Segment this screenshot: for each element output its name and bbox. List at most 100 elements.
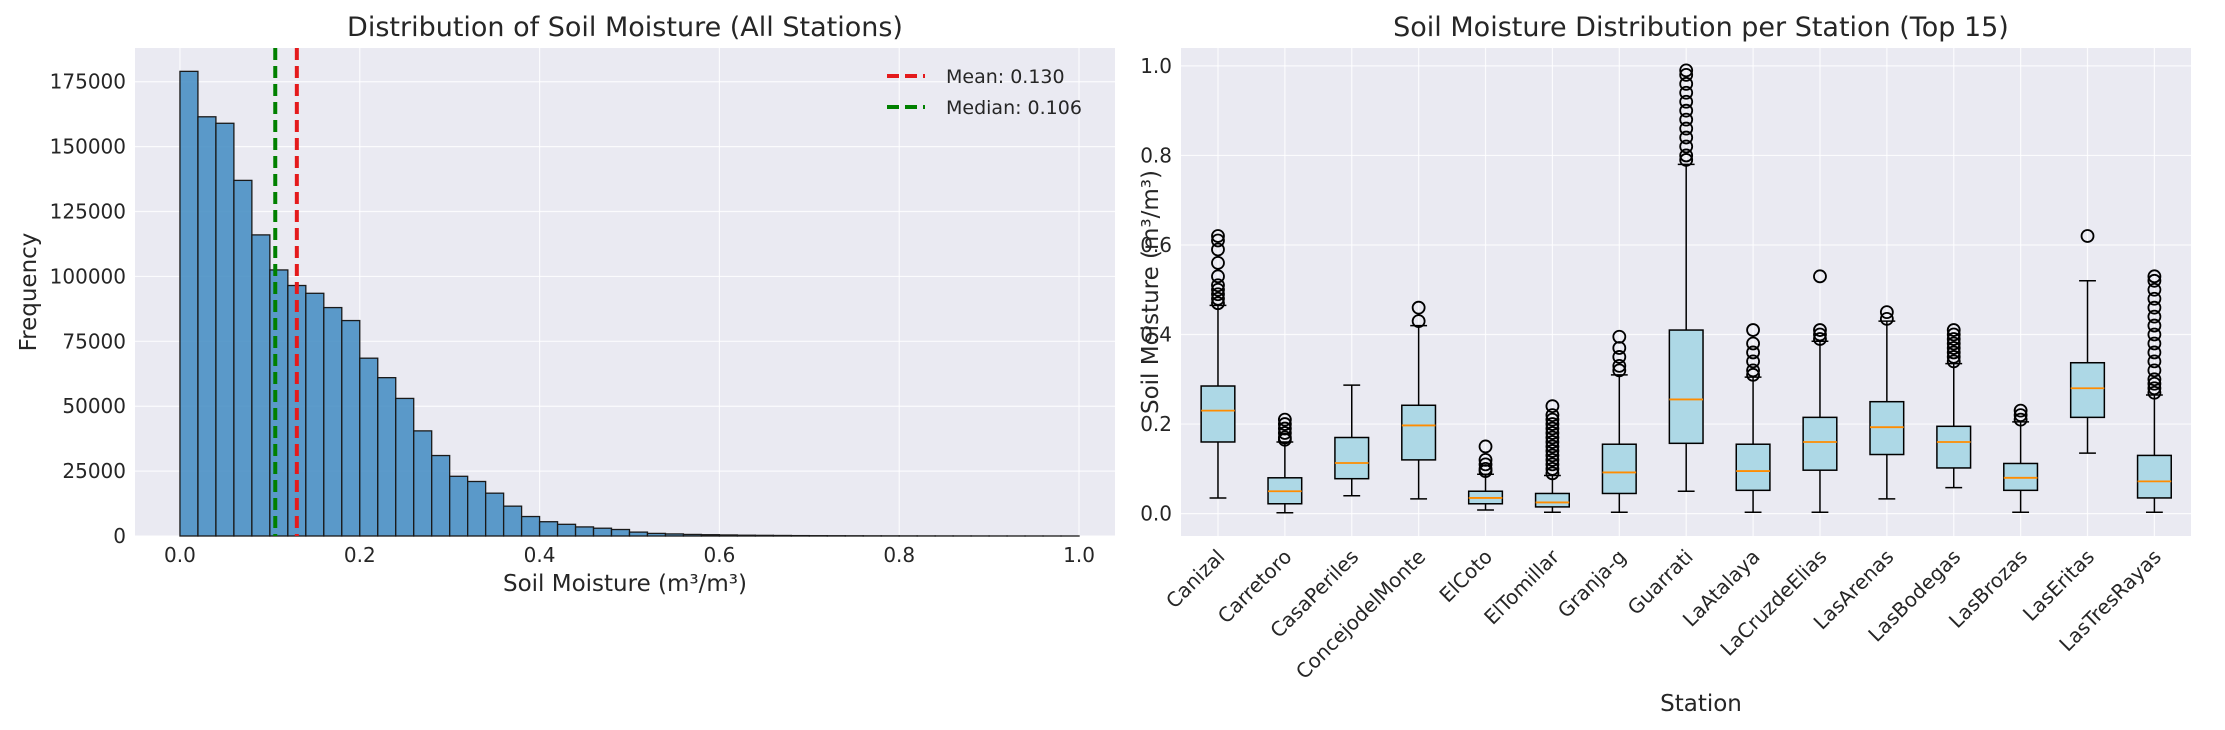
boxplot-outlier [1813,323,1827,337]
boxplot-outlier [1746,363,1760,378]
boxplot-y-tick-label: 0.0 [1140,502,1172,526]
boxplot-outlier [2147,336,2162,351]
boxplot-outlier [1679,103,1694,118]
boxplot-outlier [1679,76,1694,91]
histogram-x-tick-label: 0.6 [703,543,735,567]
boxplot-outlier [2147,376,2162,391]
boxplot-boxes [1200,63,2172,514]
boxplot-y-tick-label: 1.0 [1140,54,1172,78]
boxplot-box [1668,329,1704,445]
boxplot-outlier [1679,148,1694,163]
boxplot-box [1200,385,1236,443]
histogram-bar [610,528,631,537]
boxplot-box [1534,492,1570,508]
histogram-bar [413,430,433,537]
histogram-bar [251,234,271,537]
boxplot-station-LasEritas [2069,229,2106,454]
boxplot-outlier [1211,255,1225,270]
boxplot-outlier [2147,327,2162,342]
legend-mean-label: Mean: 0.130 [946,66,1065,88]
histogram-bar [718,534,739,537]
boxplot-outlier [1946,354,1961,369]
boxplot-outlier [1277,426,1292,440]
histogram-bar [233,179,253,537]
histogram-x-tick-label: 0.0 [164,543,196,567]
histogram-x-ticks: 0.0 0.2 0.4 0.6 0.8 1.0 [164,543,1095,567]
boxplot-station-LasBodegas [1936,323,1972,489]
histogram-bar [431,454,451,537]
histogram-bar [215,122,235,537]
boxplot-outlier [2147,318,2162,333]
boxplot-outlier [1545,448,1560,463]
boxplot-outlier [1211,282,1225,297]
histogram-bar [592,527,613,537]
histogram-bar [520,515,541,537]
boxplot-outlier [1277,421,1292,436]
boxplot-station-LasBrozas [2003,403,2039,514]
boxplot-outlier [1478,457,1493,472]
boxplot-station-ElCoto [1467,439,1504,511]
histogram-bar [449,475,469,537]
boxplot-outlier [1545,461,1560,476]
histogram-bar [341,319,361,537]
boxplot-outlier [1545,412,1560,427]
histogram-bar [377,377,397,537]
boxplot-outlier [2147,309,2162,324]
boxplot-station-LasArenas [1869,305,1905,500]
boxplot-outlier [2147,273,2162,288]
histogram-bar [502,505,523,537]
boxplot-outlier [1545,452,1560,467]
boxplot-station-Guarrati [1668,63,1704,492]
boxplot-outlier [1679,153,1694,167]
boxplot-station-LaCruzdeElias [1802,269,1838,514]
histogram-bar [359,357,379,537]
boxplot-outlier [1946,345,1961,360]
boxplot-outlier [2147,385,2162,400]
histogram-y-tick-label: 25000 [62,459,126,483]
boxplot-x-label: Station [1660,691,1742,717]
histogram-y-tick-label: 125000 [50,200,126,224]
boxplot-y-tick-label: 0.2 [1140,412,1172,436]
boxplot-outlier [1813,327,1827,342]
boxplot-outlier [1211,278,1225,293]
boxplot-outlier [1746,336,1760,351]
boxplot-outlier [1211,291,1225,306]
boxplot-station-LasTresRayas [2136,269,2172,514]
boxplot-outlier [2013,408,2028,423]
boxplot-outlier [1411,314,1426,329]
boxplot-x-tick-label: Granja-g [1553,545,1631,623]
boxplot-outlier [2013,412,2028,427]
boxplot-box [2069,361,2106,419]
boxplot-y-tick-label: 0.4 [1140,323,1172,347]
boxplot-y-tick-label: 0.8 [1140,143,1172,167]
histogram-legend: Mean: 0.130 Median: 0.106 [887,66,1082,119]
boxplot-outlier [1478,452,1493,467]
boxplot-outlier [1545,439,1560,454]
boxplot-outlier [1679,85,1694,100]
boxplot-station-ConcejodelMonte [1401,300,1437,500]
histogram-bar [467,480,487,537]
histogram-bar [628,531,649,537]
histogram-bar [305,292,325,537]
histogram-x-tick-label: 0.8 [883,543,915,567]
boxplot-outlier [1946,323,1961,337]
boxplot-x-tick-label: ConcejodelMonte [1291,545,1430,684]
boxplot-outlier [1478,461,1493,476]
boxplot-outlier [1211,296,1225,311]
histogram-bar [700,534,721,537]
boxplot-outlier [1946,341,1961,355]
histogram-bar [538,521,559,537]
boxplot-outlier [1545,426,1560,440]
boxplot-outlier [1879,311,1894,326]
histogram-bar [323,306,343,537]
boxplot-outlier [1211,229,1225,243]
boxplot-outlier [1946,350,1961,364]
histogram-y-ticks: 0 25000 50000 75000 100000 125000 150000 175000 [50,70,126,548]
boxplot-outlier [1813,332,1827,346]
boxplot-outlier [2147,381,2162,396]
boxplot-outlier [2147,345,2162,360]
boxplot-outlier [2147,269,2162,284]
boxplot-outlier [2147,282,2162,297]
boxplot-y-tick-label: 0.6 [1140,233,1172,257]
histogram-bar [179,70,199,537]
